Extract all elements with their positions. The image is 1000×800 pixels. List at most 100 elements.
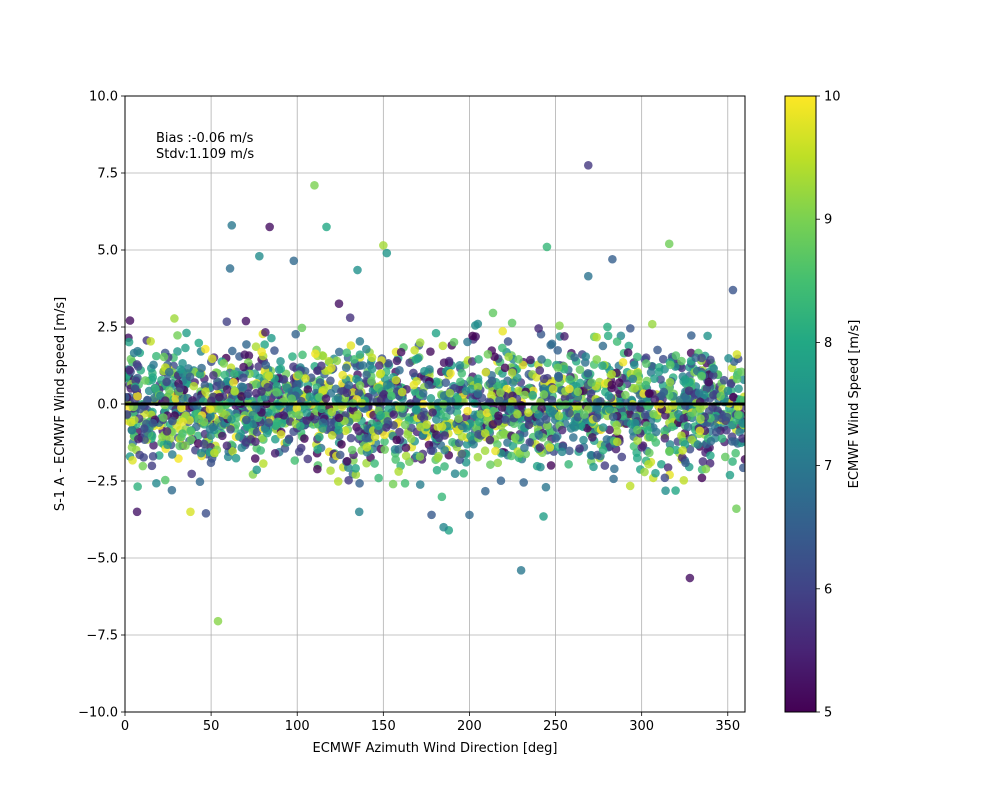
y-tick-label: −2.5 xyxy=(86,475,118,490)
scatter-point xyxy=(279,411,289,420)
scatter-point xyxy=(553,345,563,355)
scatter-point xyxy=(500,363,510,373)
scatter-point xyxy=(734,384,743,394)
scatter-point xyxy=(159,413,168,422)
scatter-point xyxy=(728,392,738,402)
scatter-point xyxy=(438,341,448,351)
scatter-point xyxy=(317,404,326,414)
scatter-point xyxy=(493,440,502,449)
scatter-point xyxy=(732,350,742,359)
scatter-point xyxy=(187,469,196,479)
scatter-point xyxy=(671,445,681,455)
scatter-point xyxy=(432,465,442,475)
scatter-point xyxy=(530,403,540,413)
scatter-point xyxy=(218,431,227,441)
scatter-point xyxy=(415,480,425,489)
scatter-point xyxy=(614,378,624,387)
scatter-point xyxy=(201,387,210,396)
scatter-point xyxy=(355,350,365,359)
scatter-point xyxy=(633,368,643,378)
scatter-point xyxy=(338,370,347,380)
scatter-point xyxy=(287,409,297,419)
y-tick-label: 7.5 xyxy=(97,167,118,182)
scatter-point xyxy=(229,378,238,387)
scatter-point xyxy=(535,366,545,375)
scatter-point xyxy=(239,362,248,372)
scatter-point xyxy=(724,354,733,363)
scatter-point xyxy=(514,386,523,396)
y-tick-label: 5.0 xyxy=(97,244,118,259)
scatter-point xyxy=(321,394,331,403)
scatter-point xyxy=(454,414,464,423)
scatter-point xyxy=(141,376,150,385)
scatter-point xyxy=(570,423,580,432)
scatter-point xyxy=(178,358,187,368)
scatter-point xyxy=(325,418,335,427)
scatter-point xyxy=(645,448,654,458)
scatter-point xyxy=(534,324,543,333)
scatter-point xyxy=(675,395,685,405)
scatter-point xyxy=(740,454,745,464)
scatter-point xyxy=(182,328,191,338)
scatter-point xyxy=(630,384,639,393)
scatter-point xyxy=(344,380,354,390)
scatter-point xyxy=(697,473,707,483)
scatter-point xyxy=(487,376,497,386)
scatter-point xyxy=(272,387,281,397)
scatter-point xyxy=(505,404,515,414)
scatter-point xyxy=(416,411,426,421)
scatter-point xyxy=(503,337,513,346)
scatter-point xyxy=(555,321,564,330)
scatter-point xyxy=(739,396,745,405)
colorbar-ticks: 5 6 7 8 9 10 xyxy=(816,90,841,721)
scatter-point xyxy=(708,371,718,380)
scatter-point xyxy=(491,446,500,456)
scatter-point xyxy=(125,393,130,402)
scatter-point xyxy=(291,329,301,339)
scatter-point xyxy=(126,418,136,427)
scatter-point xyxy=(698,457,708,466)
scatter-point xyxy=(737,367,745,377)
scatter-point xyxy=(687,435,697,445)
scatter-outlier-point xyxy=(732,504,741,514)
scatter-point xyxy=(241,438,251,447)
scatter-point xyxy=(426,394,436,403)
scatter-point xyxy=(254,362,263,371)
x-tick-label: 200 xyxy=(457,719,482,734)
scatter-point xyxy=(251,403,261,413)
scatter-point xyxy=(361,433,371,443)
scatter-points xyxy=(125,161,745,626)
colorbar-tick-label: 8 xyxy=(824,336,832,351)
scatter-point xyxy=(703,331,712,341)
scatter-point xyxy=(327,431,337,440)
scatter-point xyxy=(446,368,455,378)
scatter-point xyxy=(731,448,740,458)
scatter-point xyxy=(251,342,261,351)
scatter-point xyxy=(605,405,615,414)
scatter-point xyxy=(621,390,630,400)
scatter-point xyxy=(263,382,272,392)
scatter-point xyxy=(727,437,737,446)
scatter-outlier-point xyxy=(255,251,264,261)
scatter-point xyxy=(134,434,143,444)
scatter-point xyxy=(125,365,134,375)
scatter-point xyxy=(147,431,157,441)
scatter-point xyxy=(519,478,528,487)
scatter-point xyxy=(593,404,602,414)
scatter-point xyxy=(400,479,410,488)
scatter-point xyxy=(334,413,344,423)
scatter-point xyxy=(498,343,507,353)
scatter-point xyxy=(696,404,705,414)
scatter-point xyxy=(625,324,635,333)
scatter-point xyxy=(226,425,235,434)
scatter-point xyxy=(492,381,502,391)
scatter-point xyxy=(410,345,419,355)
scatter-point xyxy=(565,375,574,384)
colorbar-tick-label: 5 xyxy=(824,706,832,721)
scatter-point xyxy=(264,408,273,417)
scatter-point xyxy=(524,408,533,417)
scatter-point xyxy=(167,485,177,495)
scatter-point xyxy=(288,352,297,361)
scatter-point xyxy=(641,380,651,390)
scatter-point xyxy=(397,387,407,397)
